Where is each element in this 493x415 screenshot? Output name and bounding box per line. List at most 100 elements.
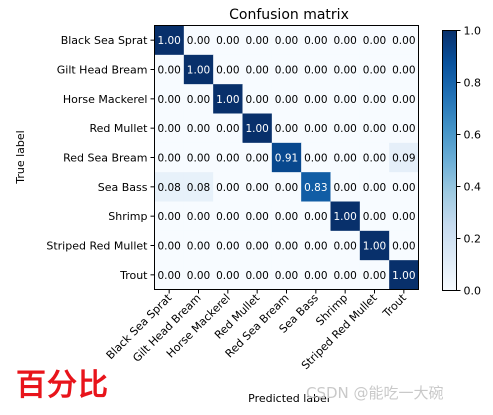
heatmap-cell xyxy=(330,84,361,114)
y-tick-label: Gilt Head Bream xyxy=(57,64,148,77)
heatmap-cell xyxy=(330,25,361,56)
heatmap-cell xyxy=(154,201,185,232)
cell-value-label: 0.00 xyxy=(245,65,268,77)
heatmap-cell xyxy=(389,142,419,173)
cell-value-label: 1.00 xyxy=(245,123,268,135)
heatmap-cell xyxy=(301,54,331,85)
heatmap-cell xyxy=(359,172,390,202)
cell-value-label: 0.00 xyxy=(157,211,180,223)
cell-value-label: 0.08 xyxy=(187,182,210,194)
heatmap-cell xyxy=(183,113,214,144)
cell-value-label: 0.00 xyxy=(275,270,298,282)
heatmap-cell xyxy=(213,54,243,85)
cell-value-label: 0.00 xyxy=(245,153,268,165)
heatmap-cell xyxy=(330,260,361,290)
colorbar-tick-label: 0.6 xyxy=(464,129,482,142)
cell-value-label: 0.00 xyxy=(187,270,210,282)
heatmap-cell xyxy=(242,230,273,261)
cell-value-label: 0.00 xyxy=(157,65,180,77)
heatmap-cell xyxy=(271,113,302,144)
overlay-watermark-text: 百分比 xyxy=(16,368,109,403)
heatmap-cell xyxy=(271,230,302,261)
x-axis-label: Predicted label xyxy=(248,392,330,405)
cell-value-label: 0.00 xyxy=(333,153,356,165)
heatmap-cell xyxy=(389,260,419,290)
cell-value-label: 0.00 xyxy=(216,153,239,165)
heatmap-cell xyxy=(213,172,243,202)
y-tick-label: Red Mullet xyxy=(89,122,148,135)
cell-value-label: 0.00 xyxy=(392,35,415,47)
cell-value-label: 0.00 xyxy=(187,153,210,165)
heatmap-cell xyxy=(389,113,419,144)
y-tick-label: Trout xyxy=(119,269,148,282)
cell-value-label: 0.00 xyxy=(216,182,239,194)
cell-value-label: 0.00 xyxy=(157,94,180,106)
y-axis-label: True label xyxy=(14,130,27,184)
colorbar-tick-label: 0.2 xyxy=(464,233,482,246)
heatmap-cell xyxy=(213,230,243,261)
heatmap-cell xyxy=(271,142,302,173)
heatmap-cell xyxy=(389,84,419,114)
y-tick-label: Shrimp xyxy=(108,210,147,223)
cell-value-label: 1.00 xyxy=(392,270,415,282)
cell-value-label: 0.00 xyxy=(363,270,386,282)
colorbar-tick-label: 1.0 xyxy=(464,25,482,38)
colorbar-ticks: 0.0 0.2 0.4 0.6 0.8 1.0 xyxy=(456,25,482,298)
y-tick-label: Horse Mackerel xyxy=(63,93,148,106)
heatmap-cell xyxy=(154,142,185,173)
cell-value-label: 0.83 xyxy=(304,182,327,194)
cell-value-label: 0.00 xyxy=(245,94,268,106)
heatmap-cell xyxy=(154,25,185,56)
colorbar xyxy=(442,30,457,291)
heatmap-cell xyxy=(389,201,419,232)
cell-value-label: 0.00 xyxy=(392,241,415,253)
cell-value-label: 0.00 xyxy=(187,241,210,253)
heatmap-cell xyxy=(242,142,273,173)
cell-value-label: 0.00 xyxy=(333,123,356,135)
heatmap-cell xyxy=(183,25,214,56)
cell-value-label: 0.00 xyxy=(216,270,239,282)
heatmap-cell xyxy=(389,230,419,261)
heatmap-cell xyxy=(183,142,214,173)
cell-value-label: 0.00 xyxy=(392,211,415,223)
cell-value-label: 0.00 xyxy=(333,241,356,253)
heatmap-cell xyxy=(183,84,214,114)
cell-value-label: 0.00 xyxy=(245,241,268,253)
cell-value-label: 0.00 xyxy=(275,182,298,194)
cell-value-label: 0.00 xyxy=(187,94,210,106)
heatmap-cell xyxy=(154,260,185,290)
heatmap-cell xyxy=(389,25,419,56)
cell-value-label: 0.00 xyxy=(304,35,327,47)
cell-value-label: 0.00 xyxy=(275,211,298,223)
heatmap-cell xyxy=(213,113,243,144)
cell-value-label: 0.00 xyxy=(392,123,415,135)
heatmap-cell xyxy=(301,201,331,232)
heatmap-cell xyxy=(271,172,302,202)
cell-value-label: 0.00 xyxy=(245,35,268,47)
cell-value-label: 0.00 xyxy=(157,123,180,135)
heatmap-cell xyxy=(301,113,331,144)
cell-value-label: 0.00 xyxy=(216,35,239,47)
cell-value-label: 0.00 xyxy=(392,182,415,194)
heatmap-cell xyxy=(242,54,273,85)
colorbar-tick-label: 0.0 xyxy=(464,285,482,298)
heatmap-cell xyxy=(213,25,243,56)
heatmap-cell xyxy=(359,25,390,56)
heatmap-cell xyxy=(213,260,243,290)
heatmap-cell xyxy=(330,113,361,144)
heatmap-cell xyxy=(359,142,390,173)
heatmap-cell xyxy=(154,84,185,114)
cell-value-label: 0.00 xyxy=(187,123,210,135)
cell-value-label: 0.00 xyxy=(216,211,239,223)
heatmap-cell xyxy=(242,201,273,232)
heatmap-cell xyxy=(242,113,273,144)
heatmap-cell xyxy=(154,113,185,144)
cell-value-label: 0.00 xyxy=(363,65,386,77)
heatmap-cell xyxy=(242,25,273,56)
cell-value-label: 0.00 xyxy=(363,35,386,47)
cell-value-label: 0.09 xyxy=(392,153,415,165)
heatmap-cell xyxy=(359,113,390,144)
heatmap-cell xyxy=(183,54,214,85)
x-tick-label: Trout xyxy=(380,291,410,321)
cell-value-label: 0.00 xyxy=(363,94,386,106)
